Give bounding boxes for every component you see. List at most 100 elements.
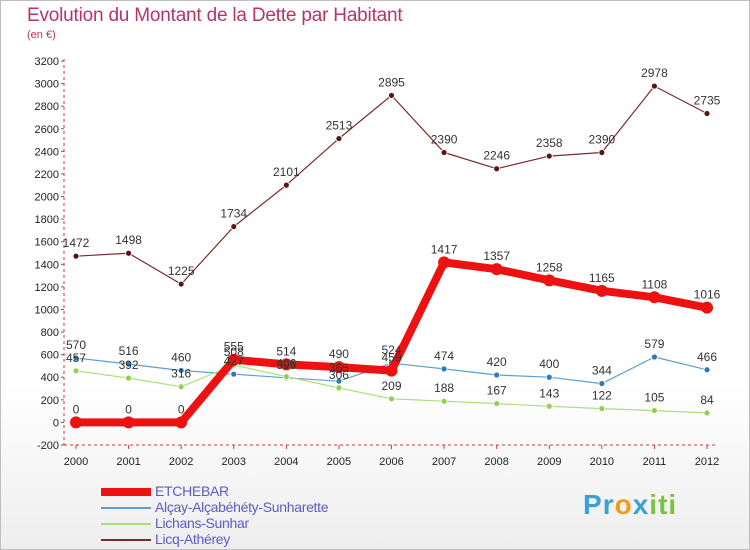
data-label: 2978 [641,66,668,80]
data-point [595,284,608,297]
data-point [703,409,711,417]
y-tick-label: 400 [41,372,59,384]
data-label: 1417 [431,242,458,256]
legend-label: Lichans-Sunhar [155,515,249,531]
data-label: 474 [434,349,454,363]
data-point [122,416,135,429]
data-label: 0 [73,402,80,416]
chart-subtitle: (en €) [27,29,56,41]
data-label: 420 [487,355,507,369]
data-label: 508 [224,345,244,359]
series-lichans-sunhar [72,361,711,417]
data-point [332,361,345,374]
data-point [125,249,132,257]
data-point [701,301,713,314]
legend-item: Alçay-Alçabéhéty-Sunharette [101,499,421,516]
legend-swatch [101,539,151,541]
data-point [651,407,658,414]
data-point [70,416,82,429]
data-label: 555 [224,340,244,354]
data-label: 105 [644,391,664,405]
data-point [177,367,185,374]
y-tick-label: 2200 [35,169,59,181]
data-label: 524 [381,343,401,357]
data-label: 514 [276,344,296,358]
x-tick-label: 2004 [274,456,298,468]
x-tick-label: 2009 [537,456,561,468]
data-point [230,370,238,378]
data-label: 2246 [483,149,510,163]
data-label: 143 [539,386,559,400]
data-label: 457 [66,351,86,365]
data-label: 1472 [63,236,90,250]
legend-item: Licq-Athérey [101,531,421,548]
logo-letter: P [583,489,603,520]
x-tick-label: 2010 [590,456,614,468]
y-tick-label: 1200 [35,282,59,294]
y-tick-label: 3000 [35,79,59,91]
logo-letter: i [668,489,678,520]
x-tick-label: 2001 [116,456,140,468]
data-point [388,92,395,99]
x-tick-label: 2012 [695,456,719,468]
data-point [598,380,606,387]
y-tick-label: 1000 [35,304,59,316]
data-point [72,354,80,362]
legend-label: Licq-Athérey [155,531,230,547]
data-label: 0 [178,402,185,416]
data-label: 2895 [378,75,405,89]
y-tick-label: 2600 [35,124,59,136]
data-label: 2101 [273,165,300,179]
legend-item: Lichans-Sunhar [101,515,421,532]
x-tick-label: 2006 [379,456,403,468]
data-point [440,149,448,156]
legend-item: ETCHEBAR [101,483,421,500]
data-point [177,280,185,288]
data-label: 306 [329,368,349,382]
y-tick-label: 600 [41,350,59,362]
legend-label: Alçay-Alçabéhéty-Sunharette [155,499,329,515]
data-point [335,384,343,392]
series-licq-ath-rey [72,82,711,288]
y-tick-label: 3200 [35,56,59,68]
data-point [440,365,448,373]
data-point [545,373,553,381]
data-label: 167 [487,384,507,398]
data-point [440,397,448,405]
data-label: 209 [381,379,401,393]
data-label: 188 [434,381,454,395]
data-label: 579 [644,337,664,351]
data-label: 344 [592,364,612,378]
data-point [438,256,451,269]
y-tick-label: 2800 [35,101,59,113]
data-point [651,353,658,361]
data-label: 1016 [694,288,721,302]
data-label: 395 [276,358,296,372]
y-tick-label: 800 [41,327,59,339]
data-point [598,405,606,413]
x-tick-label: 2000 [64,456,88,468]
data-label: 570 [66,338,86,352]
y-tick-label: 1400 [35,259,59,271]
data-label: 1108 [642,277,668,291]
y-tick-label: 2400 [35,146,59,158]
data-label: 459 [381,351,401,365]
y-tick-label: 0 [53,417,59,429]
x-tick-label: 2002 [169,456,193,468]
y-tick-label: 1600 [35,237,59,249]
data-label: 1734 [220,207,247,221]
data-label: 516 [119,344,139,358]
data-point [493,165,501,173]
data-point [543,274,556,287]
data-label: 400 [539,357,559,371]
data-point [385,364,398,377]
data-point [177,383,185,391]
data-point [545,402,553,410]
data-point [703,110,711,117]
data-point [648,291,661,304]
y-tick-label: 200 [41,395,59,407]
data-point [72,252,80,260]
legend-label: ETCHEBAR [155,483,229,499]
y-tick-label: 2000 [35,192,59,204]
